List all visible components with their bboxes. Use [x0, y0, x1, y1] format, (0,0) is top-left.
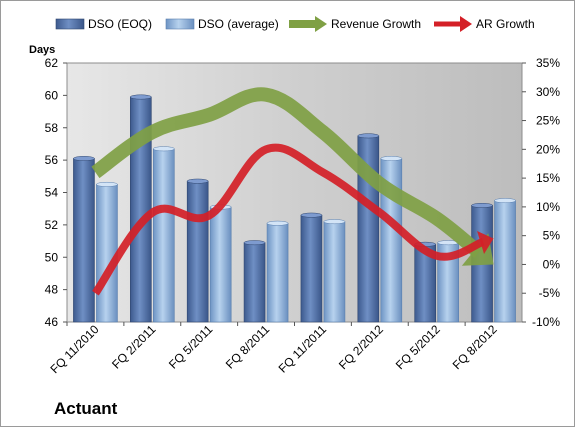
legend-arrowhead-ar-growth: [460, 16, 472, 32]
line-ar-growth: [92, 143, 485, 296]
bar-dso-average-1: [96, 184, 118, 323]
bar-top-dso-eoq-1: [73, 156, 95, 161]
y-right-tick-8: 30%: [536, 85, 560, 99]
y-left-tick-8: 62: [45, 56, 59, 70]
x-tick-5: FQ 2/2012: [336, 322, 386, 372]
arrowhead-ar-growth: [477, 231, 494, 254]
bar-dso-eoq-4: [243, 242, 266, 323]
bar-top-dso-average-2: [153, 146, 175, 152]
bar-top-dso-eoq-5: [300, 212, 323, 218]
y-left-tick-3: 52: [45, 218, 59, 232]
line-revenue-growth: [91, 87, 484, 258]
y-left-tick-7: 60: [45, 88, 59, 102]
bar-dso-average-5: [323, 221, 346, 323]
x-tick-1: FQ 2/2011: [109, 322, 159, 372]
bar-dso-eoq-5: [300, 214, 323, 323]
bar-top-dso-eoq-8: [471, 203, 493, 208]
x-tick-6: FQ 5/2012: [393, 322, 443, 372]
y-right-tick-3: 5%: [543, 229, 561, 243]
y-axis-title: Days: [29, 44, 55, 56]
legend-swatch-dso-eoq-: [55, 18, 85, 30]
bar-dso-average-3: [209, 206, 232, 323]
x-tick-4: FQ 11/2011: [276, 322, 330, 376]
bar-dso-eoq-3: [186, 180, 209, 323]
bar-top-dso-average-8: [494, 198, 516, 204]
y-left-tick-6: 58: [45, 121, 59, 135]
y-right-tick-5: 15%: [536, 171, 560, 185]
bar-top-dso-average-4: [266, 220, 289, 226]
x-tick-3: FQ 8/2011: [223, 322, 273, 372]
bar-dso-average-4: [266, 222, 289, 323]
bar-dso-average-2: [153, 148, 175, 323]
bar-dso-eoq-1: [73, 158, 95, 323]
y-right-tick-2: 0%: [543, 257, 561, 271]
bar-dso-average-8: [494, 200, 516, 323]
bar-top-dso-eoq-4: [243, 240, 266, 246]
y-right-tick-1: -5%: [539, 286, 561, 300]
y-right-tick-7: 25%: [536, 114, 560, 128]
bar-top-dso-eoq-3: [186, 178, 209, 184]
bar-top-dso-eoq-2: [130, 94, 152, 100]
legend-label-dso-eoq-: DSO (EOQ): [88, 17, 152, 31]
y-left-tick-5: 56: [45, 153, 59, 167]
y-right-tick-0: -10%: [532, 315, 560, 329]
y-left-tick-1: 48: [45, 283, 59, 297]
y-right-tick-6: 20%: [536, 142, 560, 156]
bar-top-dso-average-5: [323, 219, 346, 225]
y-right-tick-9: 35%: [536, 56, 560, 70]
y-left-tick-4: 54: [45, 186, 59, 200]
legend-arrowhead-revenue-growth: [315, 16, 327, 32]
legend: DSO (EOQ) DSO (average) Revenue Growth AR G…: [55, 16, 535, 32]
y-right-tick-4: 10%: [536, 200, 560, 214]
bar-top-dso-average-1: [96, 181, 118, 187]
legend-label-revenue-growth: Revenue Growth: [331, 17, 421, 31]
bar-top-dso-average-6: [380, 156, 403, 161]
bar-top-dso-eoq-6: [357, 133, 380, 139]
legend-label-dso-average-: DSO (average): [198, 17, 279, 31]
y-left-tick-2: 50: [45, 250, 59, 264]
company-caption: Actuant: [54, 399, 118, 418]
y-left-tick-0: 46: [45, 315, 59, 329]
x-tick-0: FQ 11/2010: [47, 322, 101, 376]
x-tick-7: FQ 8/2012: [450, 322, 500, 372]
legend-label-ar-growth: AR Growth: [476, 17, 535, 31]
x-tick-2: FQ 5/2011: [166, 322, 216, 372]
legend-swatch-dso-average-: [165, 18, 195, 30]
